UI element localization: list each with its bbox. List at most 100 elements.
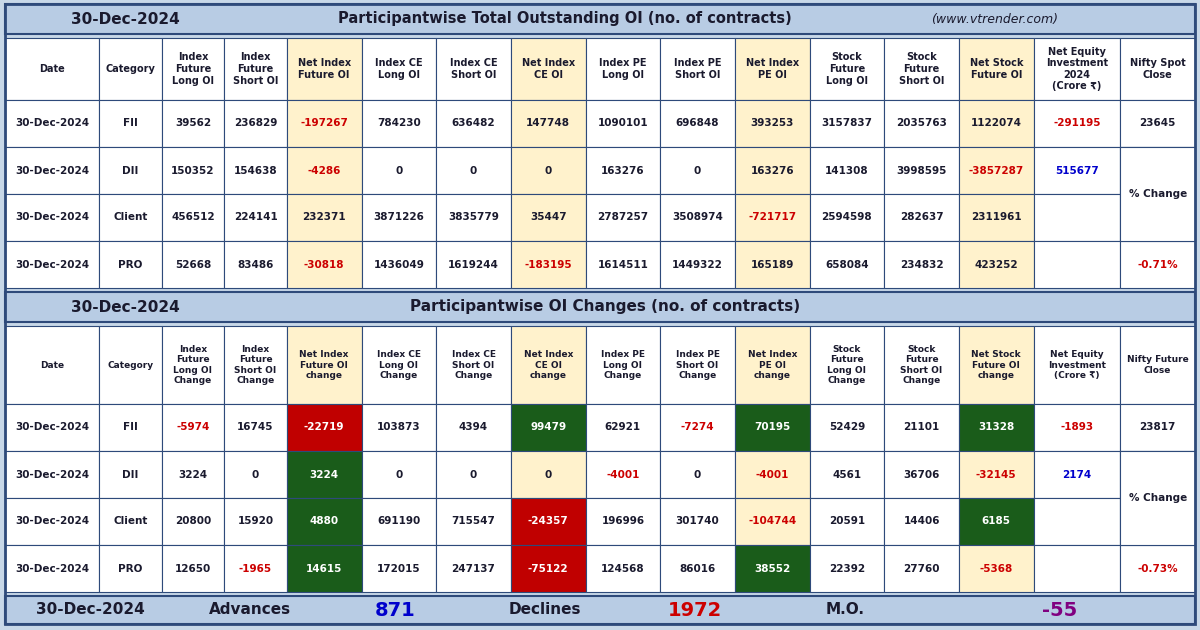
Bar: [287, 545, 361, 592]
Text: Stock
Future
Long OI
Change: Stock Future Long OI Change: [828, 345, 866, 385]
Text: 4561: 4561: [833, 469, 862, 479]
Bar: [959, 545, 1033, 592]
Text: (www.vtrender.com): (www.vtrender.com): [931, 13, 1058, 25]
Text: FII: FII: [122, 423, 138, 433]
Bar: [5, 326, 98, 404]
Text: Net Index
CE OI: Net Index CE OI: [522, 58, 575, 80]
Text: Net Equity
Investment
2024
(Crore ₹): Net Equity Investment 2024 (Crore ₹): [1046, 47, 1108, 91]
Text: -721717: -721717: [748, 212, 797, 222]
Bar: [1033, 404, 1121, 451]
Text: Index CE
Long OI: Index CE Long OI: [376, 58, 422, 80]
Text: 99479: 99479: [530, 423, 566, 433]
Bar: [436, 404, 511, 451]
Bar: [98, 404, 162, 451]
Bar: [5, 194, 98, 241]
Bar: [361, 451, 436, 498]
Bar: [5, 147, 98, 194]
Bar: [959, 326, 1033, 404]
Text: % Change: % Change: [1128, 189, 1187, 199]
Text: Index
Future
Long OI
Change: Index Future Long OI Change: [173, 345, 212, 385]
Text: Client: Client: [113, 517, 148, 527]
Text: 784230: 784230: [377, 118, 421, 129]
Bar: [224, 100, 287, 147]
Bar: [586, 545, 660, 592]
Bar: [734, 451, 810, 498]
Bar: [1121, 147, 1195, 194]
Text: -32145: -32145: [976, 469, 1016, 479]
Bar: [1033, 545, 1121, 592]
Text: 1122074: 1122074: [971, 118, 1021, 129]
Bar: [98, 326, 162, 404]
Text: 1449322: 1449322: [672, 260, 722, 270]
Text: -3857287: -3857287: [968, 166, 1024, 176]
Text: -1893: -1893: [1061, 423, 1093, 433]
Text: Index CE
Long OI
Change: Index CE Long OI Change: [377, 350, 421, 380]
Bar: [1033, 451, 1121, 498]
Text: 423252: 423252: [974, 260, 1018, 270]
Text: Declines: Declines: [509, 602, 581, 617]
Bar: [810, 326, 884, 404]
Bar: [1121, 451, 1195, 498]
Text: 147748: 147748: [527, 118, 570, 129]
Text: 31328: 31328: [978, 423, 1014, 433]
Bar: [436, 100, 511, 147]
Text: 16745: 16745: [238, 423, 274, 433]
Text: 62921: 62921: [605, 423, 641, 433]
Bar: [436, 451, 511, 498]
Bar: [660, 545, 734, 592]
Text: 27760: 27760: [904, 563, 940, 573]
Bar: [287, 451, 361, 498]
Bar: [5, 241, 98, 288]
Text: DII: DII: [122, 469, 138, 479]
Text: 30-Dec-2024: 30-Dec-2024: [14, 423, 89, 433]
Text: 0: 0: [470, 166, 478, 176]
Bar: [5, 451, 98, 498]
Bar: [436, 241, 511, 288]
Text: -5974: -5974: [176, 423, 210, 433]
Text: 23817: 23817: [1140, 423, 1176, 433]
Bar: [1033, 38, 1121, 100]
Text: 30-Dec-2024: 30-Dec-2024: [36, 602, 144, 617]
Bar: [511, 404, 586, 451]
Text: -22719: -22719: [304, 423, 344, 433]
Bar: [810, 241, 884, 288]
Text: Net Stock
Future OI
change: Net Stock Future OI change: [972, 350, 1021, 380]
Bar: [287, 38, 361, 100]
Text: -4286: -4286: [307, 166, 341, 176]
Text: 52429: 52429: [829, 423, 865, 433]
Bar: [5, 4, 1195, 34]
Bar: [436, 194, 511, 241]
Text: Index PE
Short OI
Change: Index PE Short OI Change: [676, 350, 720, 380]
Bar: [810, 100, 884, 147]
Bar: [98, 100, 162, 147]
Text: Net Index
Future OI
change: Net Index Future OI change: [300, 350, 349, 380]
Bar: [660, 498, 734, 545]
Bar: [511, 545, 586, 592]
Bar: [810, 498, 884, 545]
Bar: [224, 451, 287, 498]
Text: 0: 0: [252, 469, 259, 479]
Bar: [98, 194, 162, 241]
Text: Index CE
Short OI: Index CE Short OI: [450, 58, 497, 80]
Text: 1436049: 1436049: [373, 260, 425, 270]
Text: 3998595: 3998595: [896, 166, 947, 176]
Text: Net Index
PE OI
change: Net Index PE OI change: [748, 350, 797, 380]
Text: 2594598: 2594598: [822, 212, 872, 222]
Bar: [959, 38, 1033, 100]
Bar: [810, 38, 884, 100]
Text: 2787257: 2787257: [598, 212, 648, 222]
Text: Date: Date: [40, 360, 64, 370]
Text: 4394: 4394: [458, 423, 488, 433]
Text: Advances: Advances: [209, 602, 292, 617]
Bar: [287, 241, 361, 288]
Bar: [660, 100, 734, 147]
Text: 691190: 691190: [377, 517, 420, 527]
Bar: [98, 147, 162, 194]
Text: 456512: 456512: [172, 212, 215, 222]
Bar: [5, 545, 98, 592]
Bar: [224, 545, 287, 592]
Bar: [436, 38, 511, 100]
Text: 0: 0: [694, 166, 701, 176]
Bar: [287, 498, 361, 545]
Text: -30818: -30818: [304, 260, 344, 270]
